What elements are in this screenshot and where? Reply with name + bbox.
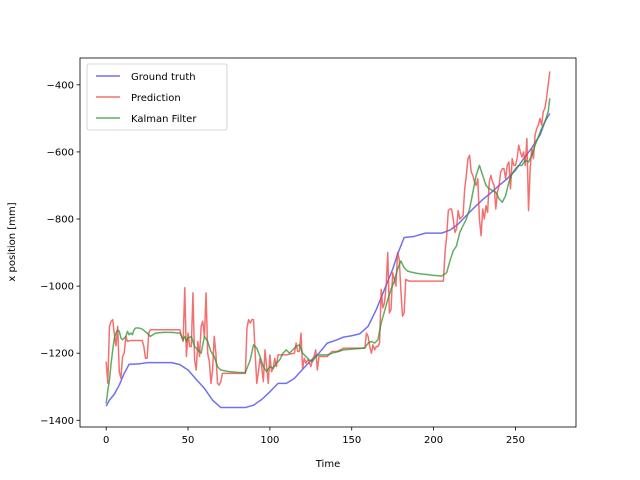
y-axis: −1400 −1200 −1000 −800 −600 −400 xyxy=(40,80,80,427)
y-tick-label: −1000 xyxy=(40,282,74,293)
x-tick-label: 250 xyxy=(506,435,525,446)
legend-box xyxy=(86,63,228,131)
y-tick-label: −400 xyxy=(47,80,74,91)
plot-frame xyxy=(79,57,577,428)
y-tick-label: −600 xyxy=(47,147,74,158)
series-line-ground-truth xyxy=(105,112,551,409)
series-line-kalman-filter xyxy=(105,98,551,404)
series-layer xyxy=(105,71,551,409)
legend: Ground truth Prediction Kalman Filter xyxy=(86,63,228,131)
legend-label-kalman-filter: Kalman Filter xyxy=(131,114,197,125)
x-axis-label: Time xyxy=(315,459,340,470)
x-tick-label: 200 xyxy=(424,435,443,446)
x-tick-label: 50 xyxy=(182,435,195,446)
x-tick-label: 100 xyxy=(260,435,279,446)
y-tick-label: −800 xyxy=(47,215,74,226)
y-axis-label: x position [mm] xyxy=(7,202,18,281)
legend-label-ground-truth: Ground truth xyxy=(131,72,196,83)
x-tick-label: 0 xyxy=(103,435,109,446)
y-tick-label: −1400 xyxy=(40,416,74,427)
legend-label-prediction: Prediction xyxy=(131,93,181,104)
y-tick-label: −1200 xyxy=(40,349,74,360)
x-axis: 0 50 100 150 200 250 xyxy=(103,427,525,446)
x-tick-label: 150 xyxy=(342,435,361,446)
